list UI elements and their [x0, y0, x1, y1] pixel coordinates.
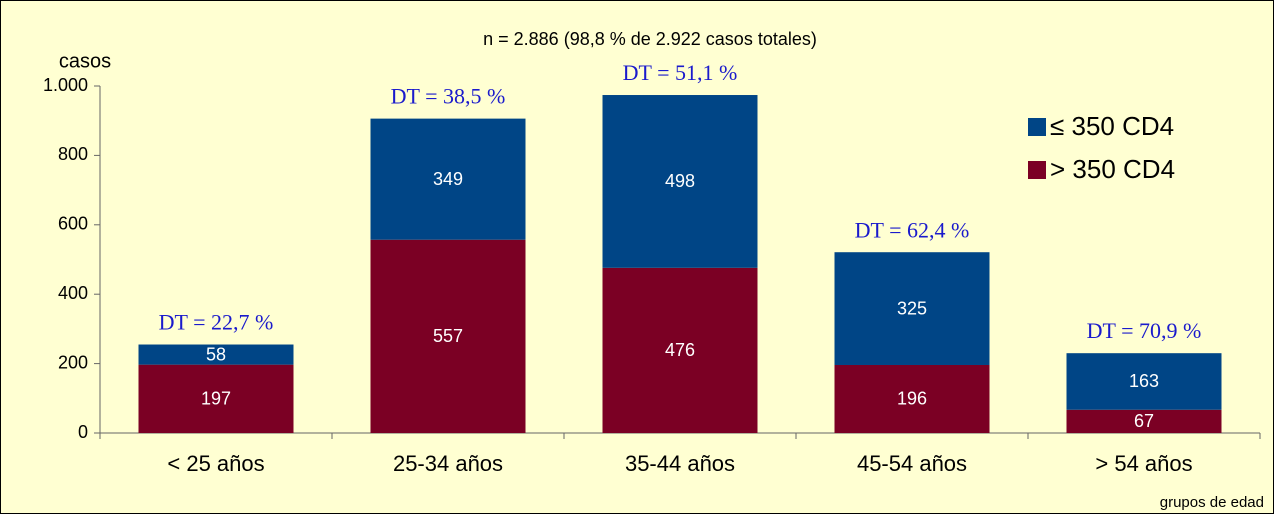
y-axis-label: casos — [59, 50, 111, 72]
bar-segment — [1066, 353, 1222, 410]
x-tick-label: 45-54 años — [857, 451, 967, 476]
annotation: DT = 38,5 % — [391, 84, 506, 109]
bar-segment — [834, 364, 990, 433]
data-label: 163 — [1129, 371, 1159, 391]
data-label: 67 — [1134, 411, 1154, 431]
legend-swatch — [1028, 118, 1046, 136]
x-tick-label: < 25 años — [167, 451, 264, 476]
data-label: 476 — [665, 340, 695, 360]
annotation: DT = 70,9 % — [1087, 318, 1202, 343]
bar-segment — [834, 252, 990, 365]
chart-title: n = 2.886 (98,8 % de 2.922 casos totales… — [483, 29, 817, 49]
annotation: DT = 62,4 % — [855, 217, 970, 242]
bar-segment — [138, 344, 294, 365]
y-tick-label: 1.000 — [43, 75, 88, 95]
bar-segment — [370, 118, 526, 240]
y-tick-label: 200 — [58, 352, 88, 372]
data-label: 197 — [201, 389, 231, 409]
bar-segment — [138, 364, 294, 433]
annotation: DT = 22,7 % — [159, 310, 274, 335]
legend-label: > 350 CD4 — [1050, 154, 1175, 184]
bar-segment — [370, 239, 526, 433]
data-label: 325 — [897, 298, 927, 318]
legend-swatch — [1028, 161, 1046, 179]
y-tick-label: 600 — [58, 214, 88, 234]
bar-segment — [602, 95, 758, 268]
data-label: 349 — [433, 169, 463, 189]
x-tick-label: > 54 años — [1095, 451, 1192, 476]
x-axis-label: grupos de edad — [1160, 494, 1264, 511]
bar-segment — [1066, 409, 1222, 433]
y-tick-label: 800 — [58, 144, 88, 164]
data-label: 196 — [897, 389, 927, 409]
legend-label: ≤ 350 CD4 — [1050, 111, 1174, 141]
y-tick-label: 400 — [58, 283, 88, 303]
data-label: 58 — [206, 344, 226, 364]
data-label: 498 — [665, 171, 695, 191]
annotation: DT = 51,1 % — [623, 60, 738, 85]
data-label: 557 — [433, 326, 463, 346]
y-tick-label: 0 — [78, 422, 88, 442]
x-tick-label: 35-44 años — [625, 451, 735, 476]
x-tick-label: 25-34 años — [393, 451, 503, 476]
bar-segment — [602, 267, 758, 433]
